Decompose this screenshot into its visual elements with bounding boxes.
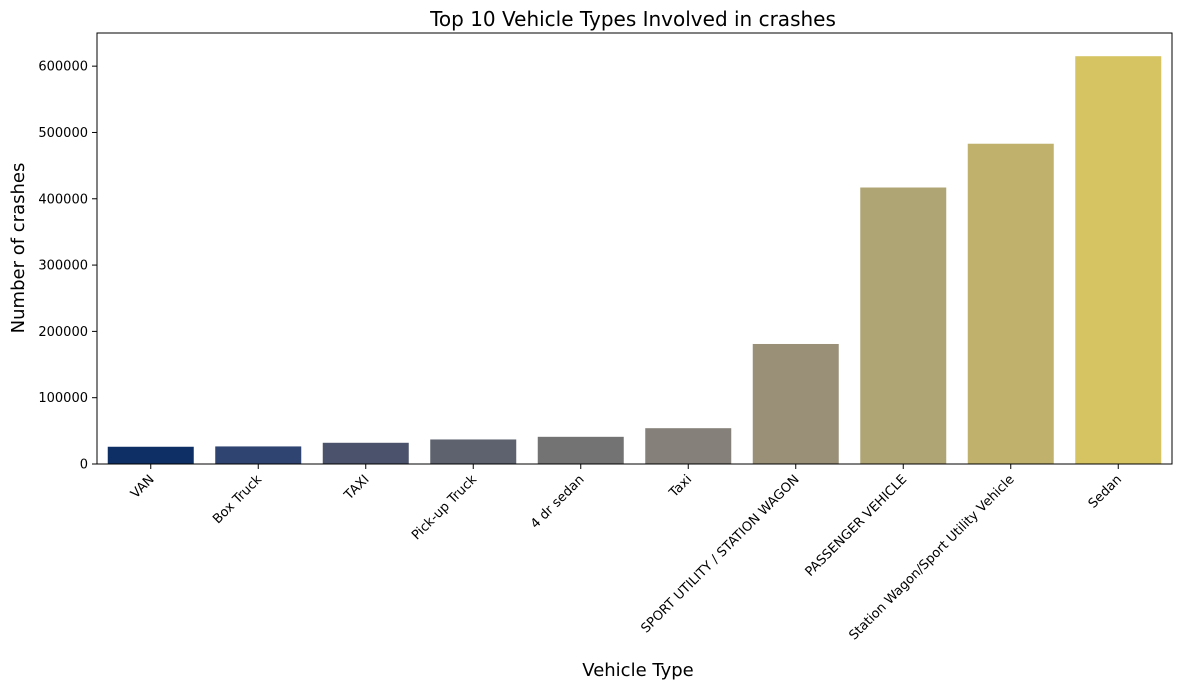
y-tick-label-5: 500000 [38,126,88,141]
x-tick-label-2: TAXI [341,472,373,504]
x-tick-label-3: Pick-up Truck [409,472,480,543]
bar-2 [322,442,409,464]
x-tick-label-8: Station Wagon/Sport Utility Vehicle [846,472,1017,643]
x-tick-label-0: VAN [128,472,157,501]
bar-8 [967,143,1054,465]
bar-1 [215,446,302,464]
y-axis: 0 100000 200000 300000 400000 500000 600000 [38,60,97,473]
bar-0 [107,446,194,464]
x-tick-label-5: Taxi [666,472,695,501]
y-tick-label-4: 400000 [38,192,88,207]
y-tick-label-2: 200000 [38,325,88,340]
bars-group [107,56,1162,465]
x-tick-label-6: SPORT UTILITY / STATION WAGON [638,472,802,636]
y-axis-label: Number of crashes [8,163,29,334]
x-tick-label-1: Box Truck [210,472,265,527]
x-axis: VAN Box Truck TAXI Pick-up Truck 4 dr sedan T… [128,464,1125,643]
y-tick-label-0: 0 [80,458,88,473]
bar-5 [645,428,732,464]
bar-3 [430,439,517,464]
x-tick-label-9: Sedan [1086,472,1125,511]
y-tick-label-3: 300000 [38,259,88,274]
y-tick-label-1: 100000 [38,391,88,406]
bar-4 [537,436,624,464]
y-tick-label-6: 600000 [38,60,88,75]
x-axis-label: Vehicle Type [582,660,693,681]
x-tick-label-7: PASSENGER VEHICLE [803,472,911,580]
plot-frame [96,32,1173,465]
bar-6 [752,343,839,464]
chart-title: Top 10 Vehicle Types Involved in crashes [429,7,836,31]
bar-7 [860,187,947,464]
x-tick-label-4: 4 dr sedan [528,472,588,532]
bar-9 [1075,56,1162,464]
